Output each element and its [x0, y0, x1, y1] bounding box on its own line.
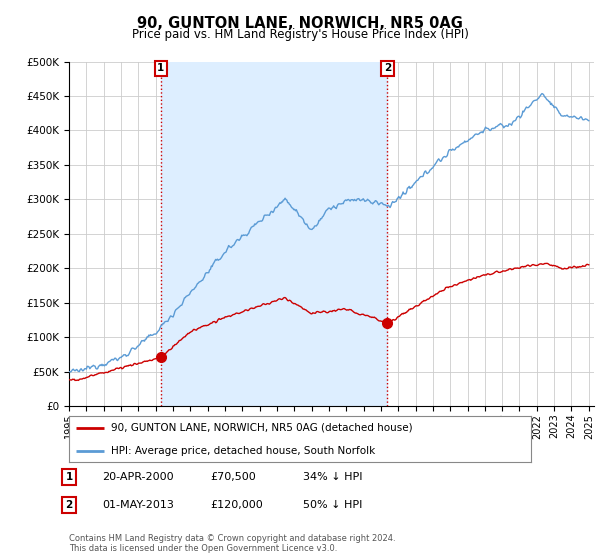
Text: 2: 2 — [383, 63, 391, 73]
Text: 2: 2 — [65, 500, 73, 510]
Text: 90, GUNTON LANE, NORWICH, NR5 0AG: 90, GUNTON LANE, NORWICH, NR5 0AG — [137, 16, 463, 31]
Text: 20-APR-2000: 20-APR-2000 — [102, 472, 173, 482]
Text: £70,500: £70,500 — [210, 472, 256, 482]
Text: £120,000: £120,000 — [210, 500, 263, 510]
Text: 1: 1 — [157, 63, 164, 73]
Text: 90, GUNTON LANE, NORWICH, NR5 0AG (detached house): 90, GUNTON LANE, NORWICH, NR5 0AG (detac… — [110, 423, 412, 432]
Text: 50% ↓ HPI: 50% ↓ HPI — [303, 500, 362, 510]
Text: 34% ↓ HPI: 34% ↓ HPI — [303, 472, 362, 482]
Text: Price paid vs. HM Land Registry's House Price Index (HPI): Price paid vs. HM Land Registry's House … — [131, 28, 469, 41]
Bar — [161, 62, 387, 406]
Text: HPI: Average price, detached house, South Norfolk: HPI: Average price, detached house, Sout… — [110, 446, 375, 455]
Text: 01-MAY-2013: 01-MAY-2013 — [102, 500, 174, 510]
Text: 1: 1 — [65, 472, 73, 482]
Text: Contains HM Land Registry data © Crown copyright and database right 2024.
This d: Contains HM Land Registry data © Crown c… — [69, 534, 395, 553]
